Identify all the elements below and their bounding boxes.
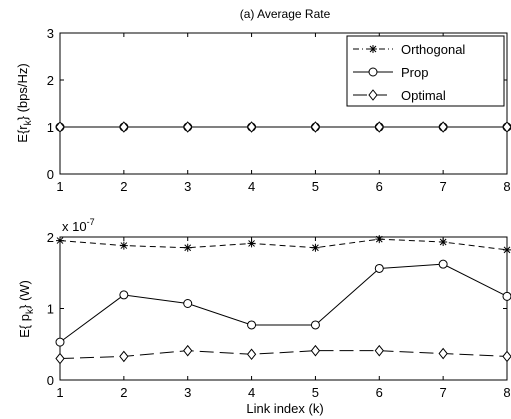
bottom-y-tick-label: 0 bbox=[47, 373, 54, 388]
bottom-series-prop-point bbox=[247, 320, 257, 330]
top-x-tick-label: 5 bbox=[312, 179, 319, 194]
top-x-tick-label: 2 bbox=[120, 179, 127, 194]
bottom-series-orthogonal-point bbox=[503, 245, 511, 254]
bottom-series-prop-point bbox=[374, 263, 384, 273]
bottom-series-orthogonal-point bbox=[183, 243, 192, 252]
top-series-optimal-point bbox=[502, 121, 511, 133]
legend-orthogonal-label: Orthogonal bbox=[401, 42, 465, 57]
top-axes-box bbox=[59, 32, 508, 175]
bottom-series-orthogonal-point bbox=[247, 239, 256, 248]
bottom-x-tick-label: 1 bbox=[56, 385, 63, 400]
top-x-tick-label: 1 bbox=[56, 179, 63, 194]
bottom-series-optimal-point bbox=[183, 344, 193, 357]
top-y-axis-label: E{rk} (bps/Hz) bbox=[15, 63, 34, 142]
top-y-tick-label: 2 bbox=[47, 73, 54, 88]
top-x-ticks: 1 2 3 4 5 6 7 8 bbox=[56, 33, 511, 194]
bottom-series-optimal-point bbox=[310, 344, 321, 357]
bottom-x-axis-label: Link index (k) bbox=[246, 401, 323, 416]
top-x-tick-label: 8 bbox=[503, 179, 510, 194]
bottom-series-prop-point bbox=[183, 298, 193, 308]
bottom-series-prop-line bbox=[59, 263, 508, 343]
top-series-optimal-point bbox=[246, 121, 257, 133]
legend-prop-label: Prop bbox=[401, 65, 428, 80]
bottom-y-ticks: 0 1 2 bbox=[47, 230, 507, 388]
bottom-series-orthogonal-point bbox=[439, 238, 448, 247]
top-x-tick-label: 6 bbox=[376, 179, 383, 194]
bottom-x-tick-label: 7 bbox=[440, 385, 447, 400]
bottom-x-tick-label: 2 bbox=[120, 385, 127, 400]
bottom-series-prop-point bbox=[310, 320, 320, 330]
bottom-series-optimal-point bbox=[246, 348, 257, 361]
top-series-optimal-point bbox=[438, 121, 448, 133]
bottom-scale-factor: x 10-7 bbox=[62, 217, 95, 234]
top-y-tick-label: 3 bbox=[47, 26, 54, 41]
bottom-series-orthogonal-point bbox=[56, 236, 64, 245]
bottom-y-tick-label: 1 bbox=[47, 302, 54, 317]
top-legend: Orthogonal Prop Optimal bbox=[346, 35, 505, 107]
bottom-series-optimal-point bbox=[119, 350, 129, 363]
top-series-optimal-point bbox=[183, 121, 193, 133]
top-title: (a) Average Rate bbox=[240, 7, 331, 21]
bottom-y-tick-label: 2 bbox=[47, 230, 54, 245]
bottom-series-optimal-point bbox=[374, 344, 384, 357]
top-series-optimal-point bbox=[119, 121, 129, 133]
bottom-series-optimal-point bbox=[438, 347, 448, 360]
bottom-series-prop-point bbox=[119, 290, 129, 300]
top-y-tick-label: 0 bbox=[47, 167, 54, 182]
bottom-x-tick-label: 3 bbox=[184, 385, 191, 400]
top-x-tick-label: 3 bbox=[184, 179, 191, 194]
top-y-tick-label: 1 bbox=[47, 120, 54, 135]
bottom-x-tick-label: 8 bbox=[503, 385, 510, 400]
bottom-series bbox=[55, 235, 511, 365]
bottom-series-prop-point bbox=[55, 337, 65, 347]
bottom-axes-box bbox=[59, 236, 508, 381]
legend-prop-marker bbox=[368, 67, 378, 77]
bottom-x-tick-label: 6 bbox=[376, 385, 383, 400]
bottom-series-orthogonal-point bbox=[119, 241, 128, 250]
top-x-tick-label: 4 bbox=[248, 179, 255, 194]
top-series-optimal-point bbox=[55, 121, 65, 133]
bottom-series-orthogonal-point bbox=[375, 235, 384, 244]
bottom-x-tick-label: 5 bbox=[312, 385, 319, 400]
bottom-series-orthogonal-line bbox=[59, 238, 508, 251]
bottom-x-ticks: 1 2 3 4 5 6 7 8 bbox=[56, 237, 511, 400]
bottom-series-optimal-line bbox=[59, 350, 508, 360]
bottom-y-axis-label: E{ pk} (W) bbox=[17, 280, 36, 338]
bottom-series-optimal-point bbox=[502, 350, 511, 363]
bottom-x-tick-label: 4 bbox=[248, 385, 255, 400]
bottom-series-prop-point bbox=[502, 291, 511, 301]
top-series-optimal-point bbox=[374, 121, 384, 133]
bottom-series-optimal-point bbox=[55, 352, 65, 365]
top-x-tick-label: 7 bbox=[440, 179, 447, 194]
legend-optimal-label: Optimal bbox=[401, 88, 446, 103]
legend-orthogonal-marker bbox=[369, 45, 377, 53]
legend-optimal-marker bbox=[368, 89, 378, 101]
bottom-series-orthogonal-point bbox=[311, 243, 320, 252]
top-series bbox=[55, 121, 511, 133]
bottom-series-prop-point bbox=[438, 259, 448, 269]
top-series-optimal-point bbox=[310, 121, 321, 133]
